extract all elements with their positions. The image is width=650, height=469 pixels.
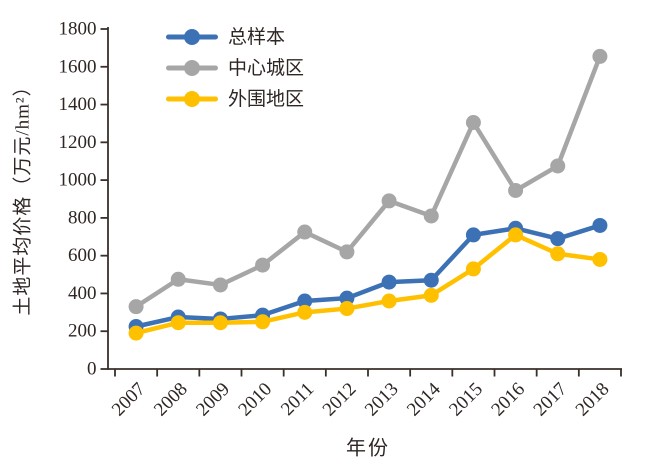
- data-point: [297, 304, 313, 320]
- x-tick-label: 2009: [192, 379, 234, 421]
- data-point: [508, 227, 524, 243]
- data-point: [465, 227, 481, 243]
- data-point: [423, 272, 439, 288]
- legend-label: 总样本: [228, 26, 286, 48]
- x-tick-label: 2011: [277, 379, 318, 420]
- x-tick-label: 2014: [403, 378, 445, 420]
- legend-marker-line-dot-icon: [166, 29, 218, 45]
- data-point: [128, 299, 144, 315]
- legend-item-central-urban: 中心城区: [166, 55, 304, 81]
- data-point: [297, 293, 313, 309]
- data-point: [592, 48, 608, 64]
- x-tick-label: 2007: [108, 379, 150, 421]
- y-tick-label: 0: [87, 359, 97, 380]
- x-tick-label: 2017: [530, 379, 572, 421]
- x-axis-title: 年份: [346, 437, 390, 460]
- x-tick-label: 2016: [487, 379, 529, 421]
- x-tick-label: 2008: [150, 379, 192, 421]
- data-point: [465, 261, 481, 277]
- legend-marker-line-dot-icon: [166, 91, 218, 107]
- data-point: [381, 274, 397, 290]
- y-tick-label: 1200: [59, 132, 97, 153]
- y-tick-label: 600: [68, 245, 97, 266]
- data-point: [592, 251, 608, 267]
- data-point: [381, 193, 397, 209]
- y-tick-label: 1000: [59, 170, 97, 191]
- data-point: [170, 315, 186, 331]
- y-tick-label: 400: [68, 283, 97, 304]
- y-tick-label: 1600: [59, 56, 97, 77]
- data-point: [339, 301, 355, 317]
- x-tick-label: 2018: [572, 379, 614, 421]
- legend-label: 外围地区: [228, 88, 305, 110]
- data-point: [423, 208, 439, 224]
- data-point: [128, 325, 144, 341]
- y-axis-title: 土地平均价格（万元/hm²）: [12, 76, 34, 316]
- data-point: [592, 217, 608, 233]
- data-point: [508, 183, 524, 198]
- data-point: [550, 231, 566, 247]
- x-tick-label: 2013: [361, 379, 403, 421]
- data-point: [465, 115, 481, 130]
- x-tick-label: 2012: [319, 379, 361, 421]
- data-point: [170, 271, 186, 287]
- y-tick-label: 1800: [59, 19, 97, 40]
- data-point: [212, 315, 228, 331]
- x-tick-label: 2010: [234, 379, 276, 421]
- y-tick-label: 800: [68, 207, 97, 228]
- y-tick-label: 200: [68, 321, 97, 342]
- data-point: [339, 290, 355, 306]
- data-point: [339, 244, 355, 260]
- legend: 总样本 中心城区 外围地区: [166, 24, 304, 117]
- data-point: [297, 224, 313, 240]
- legend-item-peripheral-area: 外围地区: [166, 86, 304, 112]
- data-point: [255, 314, 271, 330]
- data-point: [423, 287, 439, 303]
- data-point: [550, 246, 566, 262]
- legend-item-total-sample: 总样本: [166, 24, 304, 50]
- legend-marker-line-dot-icon: [166, 60, 218, 76]
- x-tick-label: 2015: [445, 379, 487, 421]
- legend-label: 中心城区: [228, 57, 305, 79]
- data-point: [550, 158, 566, 174]
- data-point: [212, 277, 228, 293]
- data-point: [381, 293, 397, 309]
- data-point: [255, 257, 271, 273]
- y-tick-label: 1400: [59, 94, 97, 115]
